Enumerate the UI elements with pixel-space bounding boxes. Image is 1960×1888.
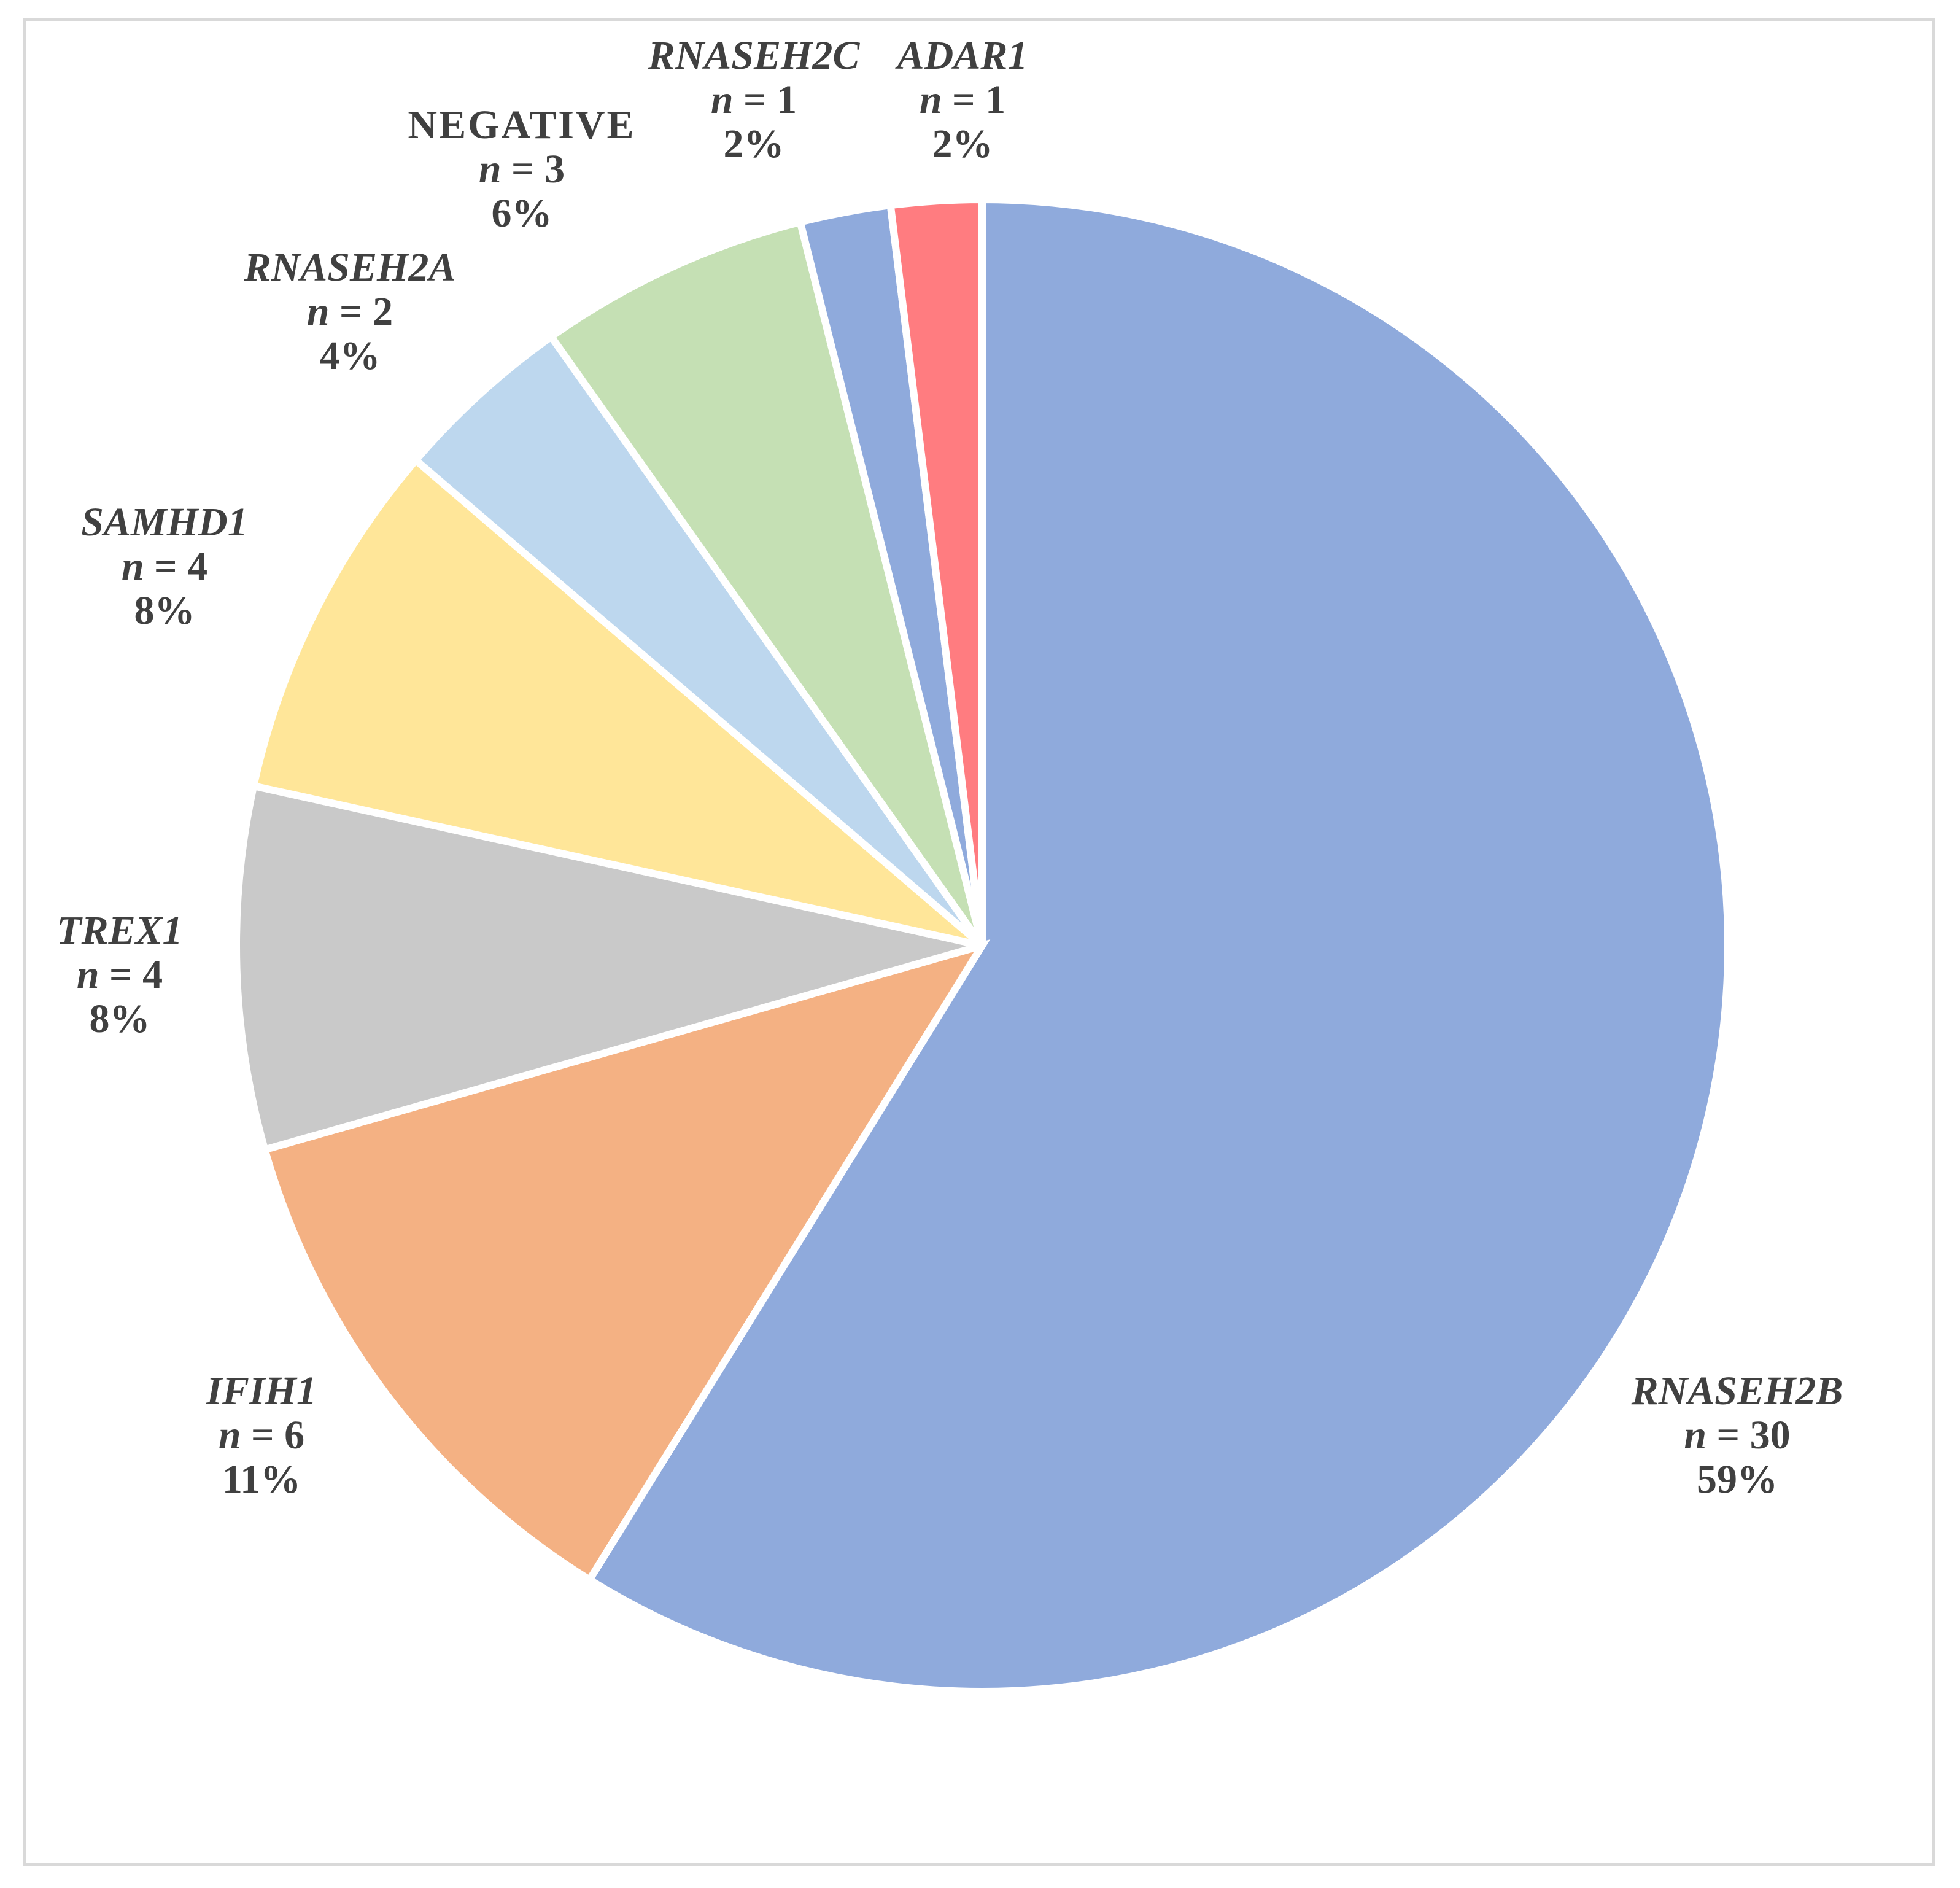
pie-slices	[233, 195, 1732, 1695]
slice-category-name: IFIH1	[206, 1369, 317, 1413]
slice-label-rnaseh2b: RNASEH2B n = 30 59%	[1632, 1369, 1843, 1502]
slice-label-trex1: TREX1 n = 4 8%	[56, 909, 182, 1041]
pie-slice-rnaseh2b	[584, 195, 1732, 1695]
pie-slice-samhd1	[249, 455, 985, 949]
slice-count: n = 2	[244, 290, 456, 334]
n-symbol: n	[306, 289, 330, 334]
slice-label-rnaseh2c: RNASEH2C n = 1 2%	[648, 34, 860, 166]
slice-count: n = 1	[648, 78, 860, 122]
slice-category-name: RNASEH2C	[648, 33, 860, 78]
n-value: = 30	[1716, 1413, 1791, 1458]
pie-slice-ifih1	[260, 939, 991, 1585]
n-value: = 4	[109, 952, 163, 997]
slice-count: n = 4	[81, 545, 247, 589]
slice-count: n = 3	[408, 147, 635, 192]
n-symbol: n	[218, 1413, 241, 1458]
n-value: = 2	[339, 289, 393, 334]
slice-percent: 4%	[319, 333, 381, 378]
n-symbol: n	[478, 147, 502, 192]
slice-percent: 8%	[134, 588, 195, 633]
slice-percent: 6%	[491, 191, 552, 236]
slice-label-negative: NEGATIVE n = 3 6%	[408, 103, 635, 236]
slice-percent: 8%	[89, 996, 150, 1041]
n-value: = 3	[511, 147, 565, 192]
slice-category-name: ADAR1	[897, 33, 1028, 78]
n-symbol: n	[710, 77, 734, 122]
slice-count: n = 6	[206, 1413, 317, 1458]
slice-percent: 11%	[222, 1457, 301, 1502]
n-value: = 4	[154, 544, 208, 589]
n-value: = 1	[952, 77, 1006, 122]
slice-label-adar1: ADAR1 n = 1 2%	[897, 34, 1028, 166]
slice-category-name: SAMHD1	[81, 500, 248, 545]
slice-label-samhd1: SAMHD1 n = 4 8%	[81, 500, 247, 633]
slice-count: n = 4	[56, 953, 182, 997]
slice-label-ifih1: IFIH1 n = 6 11%	[206, 1369, 317, 1502]
slice-category-name: RNASEH2A	[244, 245, 456, 290]
pie-slice-adar1	[886, 195, 986, 946]
pie-slice-negative	[546, 217, 986, 948]
slice-category-name: TREX1	[56, 908, 183, 953]
n-value: = 6	[251, 1413, 305, 1458]
n-symbol: n	[76, 952, 99, 997]
n-symbol: n	[121, 544, 144, 589]
slice-percent: 59%	[1696, 1457, 1778, 1502]
n-symbol: n	[919, 77, 942, 122]
n-symbol: n	[1684, 1413, 1707, 1458]
slice-label-rnaseh2a: RNASEH2A n = 2 4%	[244, 246, 456, 378]
slice-count: n = 1	[897, 78, 1028, 122]
n-value: = 1	[743, 77, 797, 122]
pie-slice-trex1	[233, 781, 983, 1154]
slice-category-name: RNASEH2B	[1631, 1369, 1843, 1413]
slice-category-name: NEGATIVE	[408, 103, 636, 147]
slice-count: n = 30	[1632, 1413, 1843, 1458]
slice-percent: 2%	[723, 122, 784, 166]
pie-slice-rnaseh2a	[410, 331, 985, 949]
slice-percent: 2%	[932, 122, 993, 166]
